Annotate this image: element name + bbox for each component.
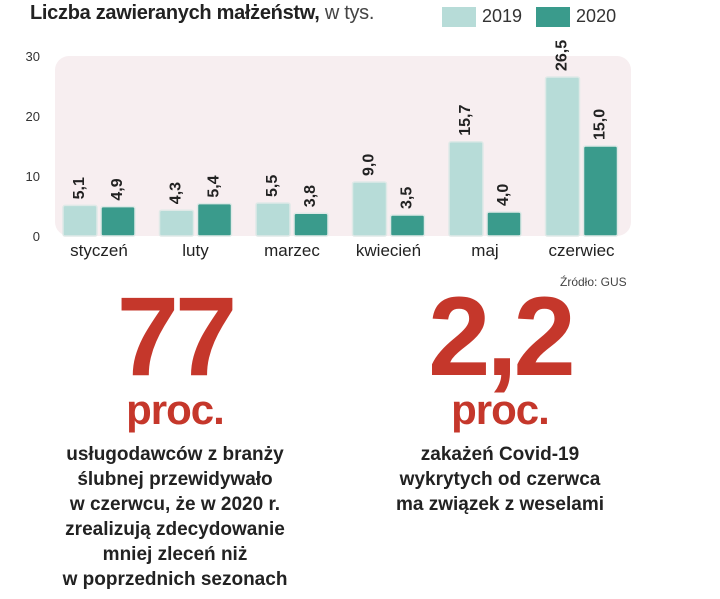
- stat-2-line: wykrytych od czerwca: [399, 469, 601, 490]
- bar-value-label: 15,7: [457, 105, 474, 136]
- bar-2019-4: [448, 141, 484, 237]
- bar-value-label: 4,9: [109, 178, 126, 200]
- bar-value-label: 5,5: [264, 175, 281, 197]
- chart-title-unit: w tys.: [319, 2, 375, 24]
- stat-1-line: mniej zleceń niż: [102, 544, 248, 565]
- stat-1-line: zrealizują zdecydowanie: [65, 519, 285, 540]
- source-note: Źródło: GUS: [560, 275, 627, 289]
- legend-label-2019: 2019: [482, 6, 523, 26]
- bar-value-label: 3,8: [302, 185, 319, 207]
- stat-2-value: 2,2: [428, 274, 576, 399]
- y-tick-label: 10: [26, 169, 40, 184]
- category-label: maj: [471, 241, 498, 260]
- chart-legend: 2019 2020: [442, 6, 630, 27]
- bar-2019-2: [255, 202, 291, 237]
- bar-2019-1: [158, 209, 195, 237]
- chart-title: Liczba zawieranych małżeństw, w tys.: [30, 2, 374, 25]
- category-label: luty: [182, 241, 209, 260]
- legend-label-2020: 2020: [576, 6, 617, 26]
- category-label: czerwiec: [548, 241, 615, 260]
- bar-2020-3: [389, 214, 426, 237]
- bar-2019-5: [544, 76, 581, 237]
- bar-value-label: 9,0: [361, 154, 378, 176]
- chart-title-main: Liczba zawieranych małżeństw,: [30, 2, 320, 24]
- y-tick-label: 0: [33, 229, 40, 244]
- stat-1-line: w czerwcu, że w 2020 r.: [69, 494, 281, 515]
- stat-block-1: 77 proc. usługodawców z branży ślubnej p…: [30, 274, 320, 592]
- stat-1-value: 77: [116, 274, 238, 399]
- legend-item-2019: 2019: [442, 6, 522, 27]
- bar-2020-0: [100, 205, 136, 237]
- stat-block-2: 2,2 proc. zakażeń Covid-19 wykrytych od …: [350, 274, 650, 517]
- stat-1-description: usługodawców z branży ślubnej przewidywa…: [30, 442, 320, 592]
- bar-2020-2: [293, 212, 329, 237]
- legend-item-2020: 2020: [536, 6, 616, 27]
- plot-background: [55, 56, 631, 236]
- stat-2-description: zakażeń Covid-19 wykrytych od czerwca ma…: [350, 442, 650, 517]
- legend-swatch-2020: [536, 6, 571, 27]
- stat-2-unit: proc.: [451, 386, 550, 433]
- y-tick-label: 30: [26, 49, 40, 64]
- bar-value-label: 26,5: [554, 40, 571, 71]
- bar-2019-0: [62, 204, 98, 237]
- bar-2019-3: [351, 181, 388, 237]
- stat-1-line: usługodawców z branży: [66, 444, 284, 465]
- bar-chart: 0 10 20 30 5,1 4,9 4,3 5,4 5,5 3,8 9,0 3,5 15,7 4,0 2…: [26, 40, 631, 260]
- stat-1-line: ślubnej przewidywało: [77, 469, 273, 490]
- bar-value-label: 3,5: [399, 187, 416, 209]
- bar-2020-1: [196, 202, 233, 237]
- category-label: marzec: [264, 241, 320, 260]
- stat-1-unit: proc.: [126, 386, 225, 433]
- bar-value-label: 4,0: [495, 184, 512, 206]
- bar-value-label: 4,3: [168, 182, 185, 204]
- stat-2-line: ma związek z weselami: [395, 494, 605, 515]
- stat-1-line: w poprzednich sezonach: [62, 569, 288, 590]
- category-label: styczeń: [70, 241, 128, 260]
- bar-2020-5: [582, 145, 619, 237]
- category-label: kwiecień: [356, 241, 421, 260]
- stat-2-line: zakażeń Covid-19: [420, 444, 580, 465]
- bar-value-label: 15,0: [592, 109, 609, 140]
- bar-2020-4: [486, 211, 522, 237]
- legend-swatch-2019: [442, 6, 476, 27]
- bar-value-label: 5,1: [71, 177, 88, 199]
- y-tick-label: 20: [26, 109, 40, 124]
- bar-value-label: 5,4: [206, 175, 223, 197]
